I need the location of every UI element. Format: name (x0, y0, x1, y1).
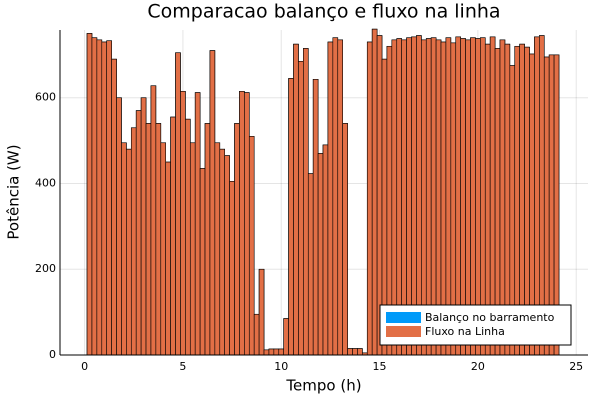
bar (135, 110, 142, 356)
bar (366, 41, 373, 356)
bar (288, 78, 294, 356)
bar (189, 142, 196, 356)
x-tick-label: 25 (569, 360, 583, 373)
bar (371, 28, 378, 356)
bar (175, 52, 181, 356)
bar (332, 37, 339, 356)
legend-label: Balanço no barramento (425, 311, 555, 324)
chart-title: Comparacao balanço e fluxo na linha (147, 1, 500, 23)
legend-label: Fluxo na Linha (425, 325, 505, 338)
bar (140, 97, 147, 356)
bar (239, 91, 245, 356)
bar (258, 268, 265, 356)
bar (160, 142, 166, 356)
y-tick-label: 200 (35, 262, 56, 275)
bar (342, 123, 348, 356)
bar (165, 161, 171, 356)
bar (253, 313, 260, 356)
bar (298, 60, 304, 356)
x-tick-label: 10 (274, 360, 288, 373)
legend-swatch (386, 326, 421, 337)
bar (204, 123, 211, 356)
bar (130, 127, 137, 356)
bar (219, 148, 225, 356)
bar (357, 348, 363, 356)
bar (234, 123, 240, 356)
x-tick-label: 20 (471, 360, 485, 373)
bar (126, 148, 132, 356)
bar (145, 123, 152, 356)
bar (293, 43, 299, 356)
bar (283, 318, 289, 356)
bar (111, 58, 117, 356)
bar (194, 92, 201, 356)
x-axis-label: Tempo (h) (285, 377, 361, 395)
bar (268, 348, 275, 356)
x-tick-label: 0 (81, 360, 88, 373)
bar (303, 48, 309, 356)
bar (121, 142, 127, 356)
bar (101, 41, 108, 356)
bar (244, 92, 250, 356)
bar (214, 142, 221, 356)
bar (312, 79, 319, 356)
y-tick-label: 0 (49, 348, 56, 361)
bar (106, 40, 112, 356)
bar (273, 348, 280, 356)
bar (307, 173, 314, 356)
x-tick-label: 15 (373, 360, 387, 373)
bar (327, 41, 334, 356)
bar (150, 85, 157, 356)
bar (185, 118, 191, 356)
bar (96, 39, 103, 356)
bar (263, 349, 270, 356)
bar (91, 37, 98, 356)
y-axis-label: Potência (W) (5, 144, 23, 239)
bar (199, 168, 206, 356)
legend-swatch (386, 312, 421, 323)
bar (278, 348, 284, 356)
bar (86, 33, 93, 356)
bar (170, 116, 176, 356)
bar (322, 144, 329, 356)
x-tick-label: 5 (179, 360, 186, 373)
y-tick-label: 400 (35, 176, 56, 189)
bar (209, 50, 216, 356)
bar (155, 123, 162, 356)
bar (116, 97, 122, 356)
bar (317, 153, 324, 356)
bar (180, 91, 186, 356)
bar (229, 181, 235, 356)
bar (352, 348, 358, 356)
bar (347, 348, 353, 356)
y-tick-label: 600 (35, 91, 56, 104)
bar (224, 155, 230, 356)
legend-box (379, 304, 572, 346)
bar (248, 136, 255, 356)
bar (337, 39, 343, 356)
